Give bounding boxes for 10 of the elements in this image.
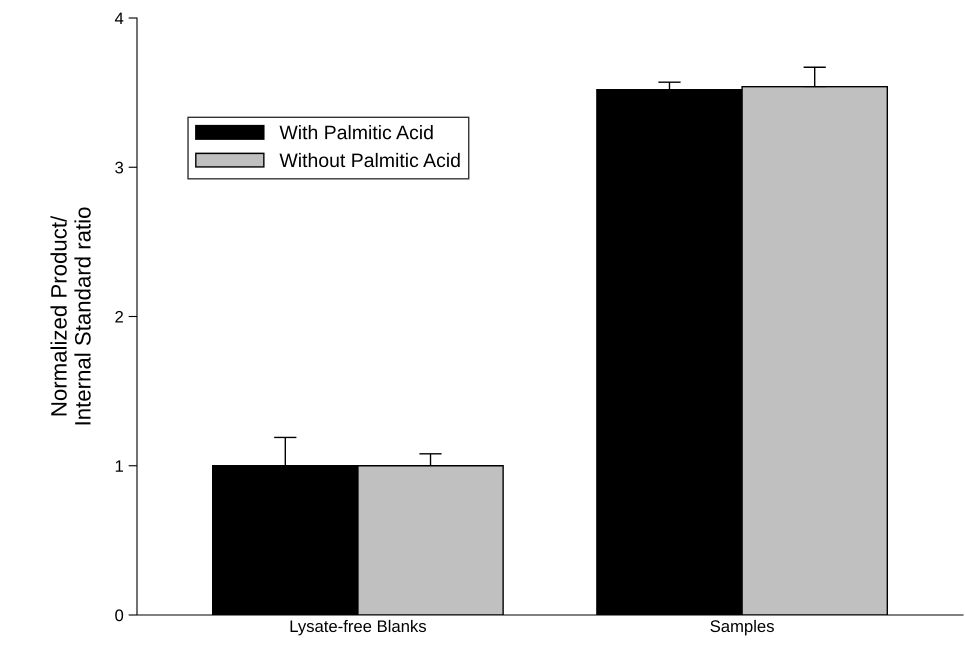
y-tick-label: 1 xyxy=(116,460,123,472)
x-tick-label: Samples xyxy=(710,620,774,636)
y-tick-label: 4 xyxy=(114,12,124,24)
x-tick-label: Lysate-free Blanks xyxy=(290,620,426,636)
y-tick-label: 2 xyxy=(115,310,123,323)
y-tick-label: 3 xyxy=(115,162,124,174)
legend-label: With Palmitic Acid xyxy=(279,125,433,140)
y-tick-label: 0 xyxy=(115,609,124,622)
y-axis-title: Normalized Product/ Internal Standard ratio xyxy=(50,207,91,424)
legend-label: Without Palmitic Acid xyxy=(279,152,460,168)
